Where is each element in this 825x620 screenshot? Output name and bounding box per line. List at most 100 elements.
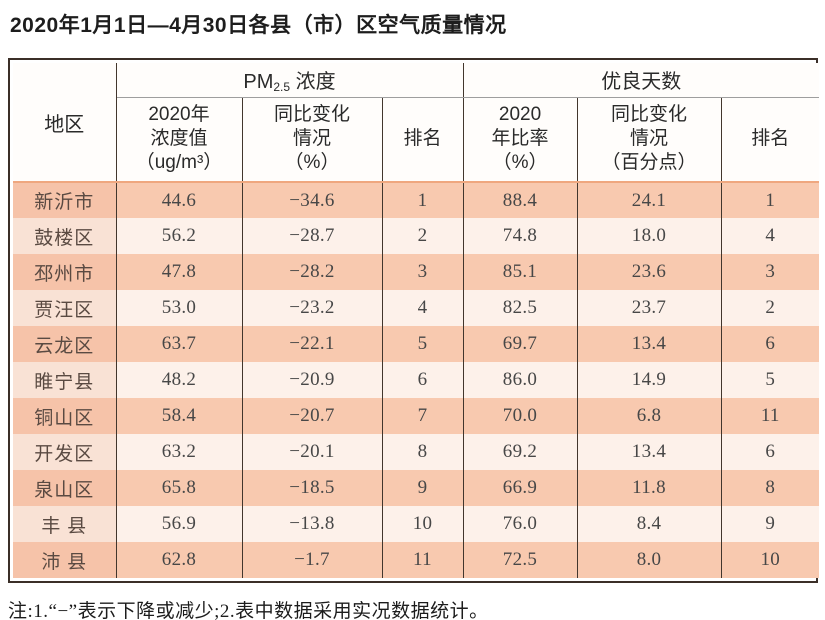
cell-good-rank: 4	[720, 218, 820, 254]
table-row: 新沂市 44.6 −34.6 1 88.4 24.1 1	[13, 182, 820, 218]
cell-region: 开发区	[13, 434, 117, 470]
cell-pm-rank: 6	[381, 362, 464, 398]
header-good-ratio: 2020 年比率 （%）	[462, 97, 578, 183]
cell-good-ratio: 69.7	[462, 326, 578, 362]
cell-region: 鼓楼区	[13, 218, 117, 254]
cell-good-ratio: 66.9	[462, 470, 578, 506]
cell-region: 丰 县	[13, 506, 117, 542]
header-pm-rank: 排名	[381, 97, 464, 183]
cell-pm-rank: 2	[381, 218, 464, 254]
cell-pm-change: −20.1	[241, 434, 383, 470]
header-group-row: 地区 PM2.5 浓度 优良天数	[13, 63, 820, 183]
cell-region: 睢宁县	[13, 362, 117, 398]
cell-pm-change: −20.7	[241, 398, 383, 434]
cell-good-rank: 6	[720, 326, 820, 362]
cell-good-change: 8.4	[576, 506, 722, 542]
cell-pm-rank: 5	[381, 326, 464, 362]
cell-pm-rank: 3	[381, 254, 464, 290]
header-good-days-group: 优良天数	[462, 63, 820, 98]
cell-region: 沛 县	[13, 542, 117, 578]
cell-good-ratio: 76.0	[462, 506, 578, 542]
cell-pm-value: 48.2	[115, 362, 243, 398]
cell-good-change: 24.1	[576, 182, 722, 218]
cell-pm-change: −1.7	[241, 542, 383, 578]
cell-good-change: 8.0	[576, 542, 722, 578]
cell-pm-value: 53.0	[115, 290, 243, 326]
table-row: 铜山区 58.4 −20.7 7 70.0 6.8 11	[13, 398, 820, 434]
table-body: 新沂市 44.6 −34.6 1 88.4 24.1 1 鼓楼区 56.2 −2…	[13, 182, 820, 578]
table-row: 贾汪区 53.0 −23.2 4 82.5 23.7 2	[13, 290, 820, 326]
cell-pm-change: −28.7	[241, 218, 383, 254]
cell-pm-change: −13.8	[241, 506, 383, 542]
page-title: 2020年1月1日—4月30日各县（市）区空气质量情况	[10, 14, 507, 37]
cell-good-rank: 8	[720, 470, 820, 506]
cell-good-rank: 10	[720, 542, 820, 578]
table-row: 泉山区 65.8 −18.5 9 66.9 11.8 8	[13, 470, 820, 506]
cell-pm-value: 56.2	[115, 218, 243, 254]
header-pm-change: 同比变化 情况 （%）	[241, 97, 383, 183]
table-row: 丰 县 56.9 −13.8 10 76.0 8.4 9	[13, 506, 820, 542]
cell-good-ratio: 70.0	[462, 398, 578, 434]
cell-pm-change: −34.6	[241, 182, 383, 218]
header-region: 地区	[13, 63, 117, 183]
header-pm25-group: PM2.5 浓度	[115, 63, 464, 98]
cell-good-change: 23.6	[576, 254, 722, 290]
table-row: 邳州市 47.8 −28.2 3 85.1 23.6 3	[13, 254, 820, 290]
cell-pm-rank: 11	[381, 542, 464, 578]
cell-good-ratio: 72.5	[462, 542, 578, 578]
cell-region: 邳州市	[13, 254, 117, 290]
cell-region: 贾汪区	[13, 290, 117, 326]
cell-good-rank: 11	[720, 398, 820, 434]
header-pm-value: 2020年 浓度值 （ug/m³）	[116, 97, 243, 183]
cell-good-rank: 3	[720, 254, 820, 290]
table-row: 沛 县 62.8 −1.7 11 72.5 8.0 10	[13, 542, 820, 578]
table-row: 开发区 63.2 −20.1 8 69.2 13.4 6	[13, 434, 820, 470]
cell-pm-rank: 1	[381, 182, 464, 218]
cell-good-rank: 5	[720, 362, 820, 398]
cell-region: 云龙区	[13, 326, 117, 362]
cell-pm-change: −18.5	[241, 470, 383, 506]
footnote: 注:1.“−”表示下降或减少;2.表中数据采用实况数据统计。	[8, 601, 489, 620]
pm25-subscript: 2.5	[273, 80, 291, 95]
cell-good-change: 13.4	[576, 326, 722, 362]
cell-pm-value: 58.4	[115, 398, 243, 434]
cell-region: 铜山区	[13, 398, 117, 434]
header-sub-row: 2020年 浓度值 （ug/m³） 同比变化 情况 （%） 排名 2020 年比…	[13, 97, 820, 183]
cell-pm-value: 63.2	[115, 434, 243, 470]
cell-good-change: 23.7	[576, 290, 722, 326]
cell-pm-change: −20.9	[241, 362, 383, 398]
cell-pm-value: 62.8	[115, 542, 243, 578]
header-good-rank: 排名	[720, 97, 820, 183]
cell-good-change: 14.9	[576, 362, 722, 398]
table-row: 鼓楼区 56.2 −28.7 2 74.8 18.0 4	[13, 218, 820, 254]
cell-pm-change: −23.2	[241, 290, 383, 326]
cell-pm-value: 56.9	[115, 506, 243, 542]
cell-pm-change: −28.2	[241, 254, 383, 290]
cell-region: 泉山区	[13, 470, 117, 506]
pm25-label: PM2.5 浓度	[243, 71, 336, 95]
cell-good-ratio: 69.2	[462, 434, 578, 470]
cell-pm-rank: 4	[381, 290, 464, 326]
air-quality-table-frame: 地区 PM2.5 浓度 优良天数 2020年 浓度值 （ug/m³） 同比变化 …	[8, 58, 820, 583]
cell-good-change: 6.8	[576, 398, 722, 434]
cell-good-ratio: 88.4	[462, 182, 578, 218]
cell-good-ratio: 86.0	[462, 362, 578, 398]
cell-good-change: 13.4	[576, 434, 722, 470]
table-row: 云龙区 63.7 −22.1 5 69.7 13.4 6	[13, 326, 820, 362]
cell-pm-rank: 10	[381, 506, 464, 542]
cell-good-ratio: 82.5	[462, 290, 578, 326]
air-quality-table: 地区 PM2.5 浓度 优良天数 2020年 浓度值 （ug/m³） 同比变化 …	[13, 63, 820, 578]
cell-good-ratio: 85.1	[462, 254, 578, 290]
header-good-change: 同比变化 情况 （百分点）	[576, 97, 722, 183]
cell-pm-value: 47.8	[115, 254, 243, 290]
table-row: 睢宁县 48.2 −20.9 6 86.0 14.9 5	[13, 362, 820, 398]
cell-pm-change: −22.1	[241, 326, 383, 362]
cell-good-rank: 2	[720, 290, 820, 326]
cell-region: 新沂市	[13, 182, 117, 218]
cell-good-rank: 6	[720, 434, 820, 470]
cell-pm-value: 65.8	[115, 470, 243, 506]
cell-pm-value: 44.6	[115, 182, 243, 218]
cell-good-rank: 1	[720, 182, 820, 218]
cell-pm-rank: 8	[381, 434, 464, 470]
